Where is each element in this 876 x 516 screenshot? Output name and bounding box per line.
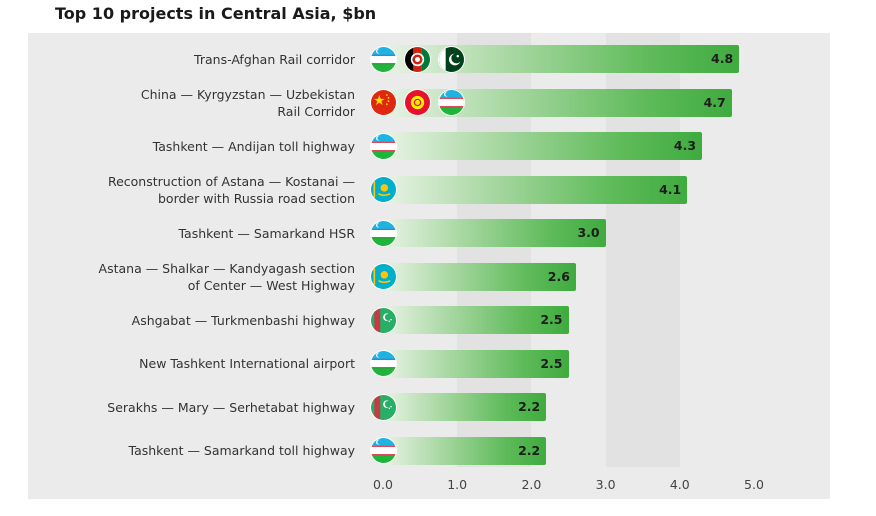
bar [383,306,569,334]
value-label: 2.5 [540,355,563,371]
uzbekistan-flag-icon [370,437,397,464]
pakistan-flag-icon [438,45,465,73]
uzbekistan-flag-icon [370,350,397,377]
kazakhstan-flag-icon [370,176,397,203]
bar [383,175,688,204]
x-tick-label: 3.0 [595,477,616,492]
value-label: 2.6 [547,268,570,284]
afghanistan-flag-icon [404,45,431,73]
category-label: Ashgabat — Turkmenbashi highway [131,312,355,328]
category-label: Serakhs — Mary — Serhetabat highway [107,399,355,415]
value-label: 4.7 [703,94,726,110]
category-label: Tashkent — Andijan toll highway [152,138,355,154]
uzbekistan-flag-icon [370,219,397,247]
bar [383,88,732,117]
uzbekistan-flag-icon [370,132,397,160]
x-tick-label: 4.0 [669,477,690,492]
category-label: Tashkent — Samarkand toll highway [128,443,356,458]
category-label: Astana — Shalkar — Kandyagash section of… [98,260,355,293]
value-label: 3.0 [577,225,600,240]
category-label: China — Kyrgyzstan — Uzbekistan Rail Cor… [140,86,355,119]
bar [383,349,569,378]
value-label: 4.3 [673,138,697,153]
category-label: New Tashkent International airport [139,356,355,371]
x-tick-label: 5.0 [744,477,764,492]
china-flag-icon [370,89,397,116]
value-label: 4.1 [659,181,682,197]
x-tick-label: 0.0 [373,477,393,492]
value-label: 2.2 [518,399,541,414]
value-label: 2.5 [540,312,563,327]
x-tick-label: 2.0 [521,477,542,492]
bar [383,132,703,160]
bar [383,436,547,465]
value-label: 4.8 [711,51,734,66]
uzbekistan-flag-icon [370,45,397,73]
uzbekistan-flag-icon [438,89,465,116]
turkmenistan-flag-icon [370,306,397,334]
category-label: Trans-Afghan Rail corridor [194,51,355,67]
category-label: Tashkent — Samarkand HSR [178,225,355,241]
bar [383,262,576,291]
kyrgyzstan-flag-icon [404,89,431,116]
bar [383,393,547,421]
x-tick-label: 1.0 [447,477,468,492]
category-label: Reconstruction of Astana — Kostanai — bo… [107,173,355,206]
kazakhstan-flag-icon [370,263,397,290]
value-label: 2.2 [518,442,541,458]
turkmenistan-flag-icon [370,393,397,421]
bar [383,45,740,73]
bar [383,219,606,247]
chart-title: Top 10 projects in Central Asia, $bn [55,4,377,23]
